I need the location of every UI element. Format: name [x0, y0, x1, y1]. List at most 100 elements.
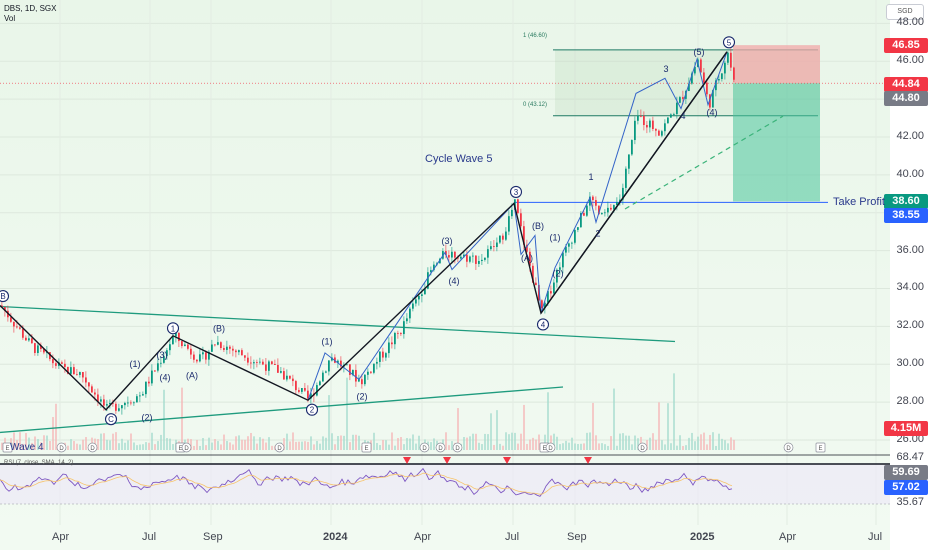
- volume-bar: [265, 442, 267, 450]
- volume-bar: [529, 439, 531, 450]
- candle-body: [85, 377, 87, 383]
- volume-bar: [76, 443, 78, 450]
- candle-body: [481, 259, 483, 261]
- wave-label: (1): [550, 232, 561, 242]
- event-marker-label: D: [277, 446, 282, 452]
- candle-body: [574, 229, 576, 243]
- volume-bar: [553, 433, 555, 450]
- candle-body: [163, 356, 165, 363]
- candle-body: [355, 369, 357, 382]
- candle-body: [643, 116, 645, 126]
- volume-bar: [574, 443, 576, 450]
- volume-bar: [295, 441, 297, 450]
- volume-bar: [67, 445, 69, 450]
- candle-body: [586, 205, 588, 216]
- candle-body: [22, 328, 24, 338]
- candle-body: [364, 374, 366, 385]
- wave-label: (A): [186, 371, 198, 381]
- volume-bar: [19, 432, 21, 450]
- volume-bar: [382, 439, 384, 450]
- candle-body: [484, 257, 486, 260]
- candle-body: [661, 131, 663, 136]
- candle-body: [676, 102, 678, 115]
- volume-bar: [613, 388, 615, 450]
- wave-label: (2): [142, 412, 153, 422]
- volume-bar: [346, 377, 348, 450]
- volume-bar: [55, 403, 57, 450]
- candle-body: [127, 402, 129, 404]
- candle-body: [463, 254, 465, 257]
- stop-loss-zone: [733, 45, 820, 84]
- volume-bar: [328, 395, 330, 450]
- candle-body: [580, 213, 582, 228]
- event-marker-label: E: [818, 446, 822, 452]
- volume-bar: [502, 445, 504, 450]
- candle-body: [160, 362, 162, 364]
- volume-bar: [508, 434, 510, 450]
- candle-body: [370, 371, 372, 373]
- lower-trendline: [0, 386, 564, 434]
- wave-label: 4: [541, 320, 546, 329]
- rsi-signal-marker: [503, 457, 511, 464]
- candle-body: [523, 226, 525, 245]
- candle-body: [277, 364, 279, 373]
- wave-label: (B): [213, 323, 225, 333]
- volume-bar: [556, 436, 558, 450]
- candle-body: [241, 350, 243, 356]
- candle-body: [346, 364, 348, 366]
- candle-body: [178, 332, 180, 342]
- candle-body: [598, 205, 600, 215]
- volume-bar: [463, 436, 465, 450]
- wave-circle: [305, 403, 319, 416]
- candle-body: [316, 385, 318, 396]
- volume-bar: [349, 442, 351, 450]
- wave-label: (A): [521, 253, 533, 263]
- cycle-wave-label: Cycle Wave 5: [425, 153, 493, 165]
- event-marker-label: D: [455, 446, 460, 452]
- candle-body: [385, 353, 387, 358]
- candle-body: [505, 231, 507, 240]
- volume-bar: [589, 432, 591, 450]
- volume-bar: [712, 432, 714, 450]
- candle-body: [139, 395, 141, 397]
- volume-bar: [157, 441, 159, 450]
- currency-button[interactable]: SGD: [886, 4, 924, 20]
- volume-bar: [37, 439, 39, 450]
- candle-body: [667, 117, 669, 124]
- volume-bar: [142, 444, 144, 450]
- volume-bar: [559, 444, 561, 450]
- volume-bar: [514, 432, 516, 450]
- candle-body: [718, 79, 720, 81]
- volume-bar: [409, 438, 411, 450]
- volume-bar: [139, 444, 141, 450]
- candle-body: [196, 359, 198, 362]
- candle-body: [337, 360, 339, 363]
- volume-bar: [547, 392, 549, 450]
- wave-label: (3): [442, 236, 453, 246]
- candle-body: [562, 252, 564, 268]
- volume-bar: [484, 433, 486, 450]
- volume-bar: [82, 439, 84, 450]
- volume-bar: [97, 439, 99, 450]
- candle-body: [433, 264, 435, 271]
- candle-body: [307, 390, 309, 399]
- volume-bar: [202, 438, 204, 450]
- take-profit-zone: [733, 83, 820, 202]
- candle-body: [439, 258, 441, 264]
- candle-body: [130, 402, 132, 404]
- candle-body: [34, 343, 36, 353]
- volume-bar: [49, 440, 51, 450]
- event-marker: [56, 442, 67, 453]
- candle-body: [118, 408, 120, 411]
- candle-body: [430, 270, 432, 273]
- candle-body: [625, 168, 627, 188]
- candle-body: [535, 282, 537, 286]
- price-badge: 38.55: [884, 207, 928, 223]
- volume-bar: [73, 441, 75, 450]
- candle-body: [715, 80, 717, 91]
- wave-label: (5): [694, 47, 705, 57]
- candle-body: [301, 388, 303, 392]
- volume-bar: [283, 438, 285, 450]
- volume-bar: [109, 440, 111, 450]
